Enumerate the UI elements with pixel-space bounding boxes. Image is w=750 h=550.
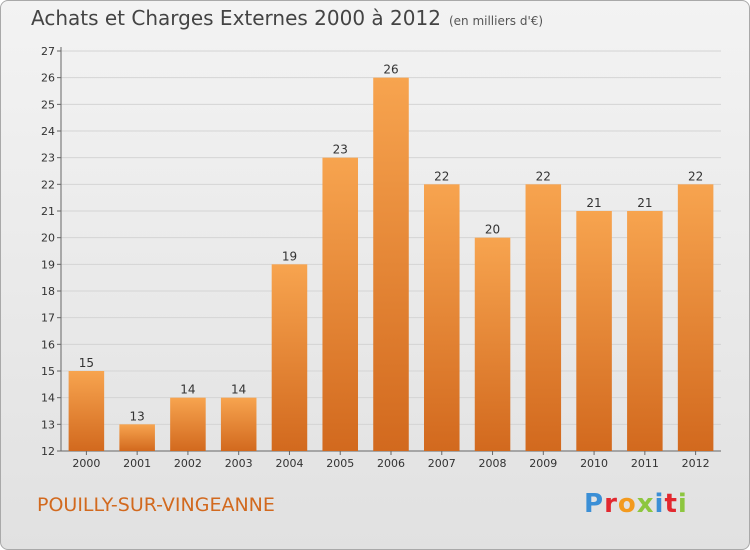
x-tick-label-2001: 2001 bbox=[123, 457, 151, 470]
data-label-2000: 15 bbox=[79, 356, 94, 370]
bar-2007 bbox=[424, 184, 460, 452]
logo-letter: x bbox=[636, 489, 655, 519]
x-tick-label-2010: 2010 bbox=[580, 457, 608, 470]
data-label-2010: 21 bbox=[586, 196, 601, 210]
y-tick-label: 21 bbox=[41, 205, 55, 218]
x-tick-label-2004: 2004 bbox=[275, 457, 303, 470]
chart-subtitle: (en milliers d'€) bbox=[448, 14, 544, 28]
bar-2011 bbox=[627, 211, 663, 451]
y-tick-label: 27 bbox=[41, 45, 55, 58]
y-tick-label: 12 bbox=[41, 445, 55, 458]
x-tick-label-2007: 2007 bbox=[428, 457, 456, 470]
bars bbox=[68, 77, 714, 452]
bar-2003 bbox=[220, 397, 257, 451]
x-tick-label-2006: 2006 bbox=[377, 457, 405, 470]
bar-2010 bbox=[576, 211, 612, 451]
data-label-2004: 19 bbox=[282, 249, 297, 263]
y-tick-label: 20 bbox=[41, 232, 55, 245]
labels: 12 13 14 15 16 17 18 19 20 21 22 23 24 25 26 27 15 2000 13… bbox=[41, 45, 710, 470]
logo-letter: t bbox=[664, 489, 678, 519]
y-tick-label: 17 bbox=[41, 312, 55, 325]
bar-2008 bbox=[474, 237, 511, 451]
bar-2004 bbox=[271, 264, 308, 451]
data-label-2009: 22 bbox=[536, 169, 551, 183]
data-label-2003: 14 bbox=[231, 383, 246, 397]
bar-2005 bbox=[322, 157, 358, 451]
x-tick-label-2002: 2002 bbox=[174, 457, 202, 470]
y-tick-label: 25 bbox=[41, 98, 55, 111]
x-tick-label-2009: 2009 bbox=[529, 457, 557, 470]
proxiti-logo[interactable]: Proxiti bbox=[584, 489, 688, 519]
x-tick-label-2005: 2005 bbox=[326, 457, 354, 470]
y-tick-label: 18 bbox=[41, 285, 55, 298]
bar-2000 bbox=[68, 371, 105, 451]
bar-2012 bbox=[677, 184, 714, 452]
data-label-2001: 13 bbox=[130, 409, 145, 423]
logo-letter: o bbox=[617, 489, 637, 519]
data-label-2002: 14 bbox=[180, 383, 195, 397]
data-label-2011: 21 bbox=[637, 196, 652, 210]
y-tick-label: 16 bbox=[41, 338, 55, 351]
data-label-2007: 22 bbox=[434, 169, 449, 183]
x-tick-label-2008: 2008 bbox=[479, 457, 507, 470]
commune-name: POUILLY-SUR-VINGEANNE bbox=[37, 494, 275, 516]
y-tick-label: 13 bbox=[41, 418, 55, 431]
bar-2006 bbox=[373, 77, 409, 452]
logo-letter: P bbox=[584, 489, 605, 519]
data-label-2012: 22 bbox=[688, 169, 703, 183]
x-tick-label-2000: 2000 bbox=[72, 457, 100, 470]
y-tick-label: 24 bbox=[41, 125, 55, 138]
logo-letter: i bbox=[677, 489, 688, 519]
logo-letter: r bbox=[604, 489, 618, 519]
chart-title: Achats et Charges Externes 2000 à 2012 (e… bbox=[31, 6, 543, 30]
y-tick-label: 22 bbox=[41, 178, 55, 191]
x-tick-label-2011: 2011 bbox=[631, 457, 659, 470]
y-tick-label: 14 bbox=[41, 392, 55, 405]
x-tick-label-2003: 2003 bbox=[225, 457, 253, 470]
bar-2009 bbox=[525, 184, 562, 452]
bar-2001 bbox=[119, 424, 155, 451]
y-tick-label: 19 bbox=[41, 258, 55, 271]
logo-letter: i bbox=[654, 489, 665, 519]
y-tick-label: 26 bbox=[41, 72, 55, 85]
data-label-2005: 23 bbox=[333, 143, 348, 157]
bar-2002 bbox=[170, 397, 206, 451]
data-label-2008: 20 bbox=[485, 223, 500, 237]
y-tick-label: 15 bbox=[41, 365, 55, 378]
x-tick-label-2012: 2012 bbox=[682, 457, 710, 470]
chart-title-text: Achats et Charges Externes 2000 à 2012 bbox=[31, 6, 441, 30]
y-tick-label: 23 bbox=[41, 152, 55, 165]
data-label-2006: 26 bbox=[383, 63, 398, 77]
